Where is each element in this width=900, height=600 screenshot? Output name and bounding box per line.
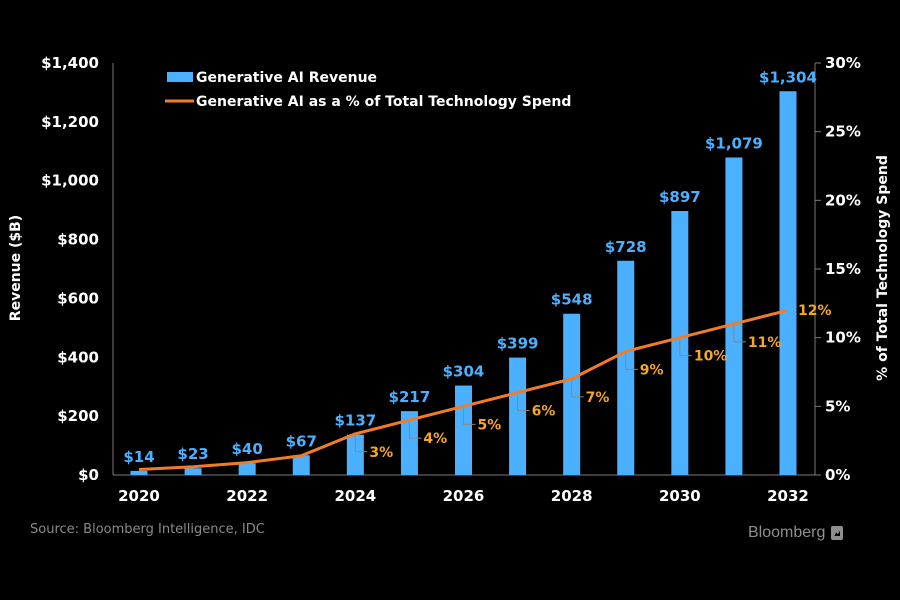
labels: $14 $23 $40 $67 $137 $217 $304 $399 $548 $728 $897…: [123, 68, 831, 466]
pct-point-label: 3%: [369, 445, 393, 461]
x-tick-label: 2032: [767, 487, 809, 505]
x-tick-label: 2026: [443, 487, 485, 505]
y2-tick-label: 15%: [825, 260, 861, 278]
y-tick-label: $600: [57, 289, 99, 307]
y-tick-label: $1,400: [41, 54, 99, 72]
brand-name: Bloomberg: [748, 524, 826, 541]
pct-point-label: 9%: [640, 362, 664, 378]
pct-leader-line: [408, 422, 422, 439]
revenue-bar-label: $67: [286, 432, 317, 450]
revenue-bar: [238, 463, 256, 475]
revenue-bar: [346, 434, 364, 475]
pct-point-label: 6%: [532, 404, 556, 420]
pct-leader-line: [354, 435, 368, 453]
y2-tick-label: 10%: [825, 329, 861, 347]
pct-point-label: 10%: [694, 349, 728, 365]
legend-label-line: Generative AI as a % of Total Technology…: [196, 94, 571, 110]
revenue-bar-label: $23: [177, 445, 208, 463]
pct-leader-line: [571, 380, 584, 398]
y-tick-label: $400: [57, 348, 99, 366]
source-note: Source: Bloomberg Intelligence, IDC: [30, 522, 265, 537]
y2-tick-label: 30%: [825, 54, 861, 72]
x-tick-label: 2030: [659, 487, 701, 505]
bloomberg-chart-icon: [831, 526, 844, 540]
revenue-bar: [184, 468, 202, 475]
pct-leader-line: [517, 394, 530, 412]
pct-leader-line: [463, 408, 476, 425]
legend: Generative AI Revenue Generative AI as a…: [165, 70, 571, 110]
revenue-bar: [725, 157, 743, 476]
revenue-bar: [292, 455, 310, 475]
revenue-bar-label: $217: [389, 388, 431, 406]
legend-label-bar: Generative AI Revenue: [196, 70, 377, 86]
revenue-bar: [130, 470, 148, 475]
revenue-bar-label: $897: [659, 188, 701, 206]
revenue-bar-label: $1,304: [759, 68, 817, 86]
pct-point-label: 11%: [748, 335, 782, 351]
legend-swatch-bar: [167, 72, 193, 82]
y-tick-label: $0: [78, 466, 99, 484]
y-axis-title: Revenue ($B): [8, 215, 24, 321]
x-tick-label: 2028: [551, 487, 593, 505]
revenue-bar-label: $304: [443, 363, 485, 381]
revenue-bar: [455, 385, 472, 475]
revenue-bar: [400, 411, 418, 475]
y-tick-label: $1,000: [41, 172, 99, 190]
revenue-bar-label: $728: [605, 238, 647, 256]
pct-point-label: 5%: [478, 417, 502, 433]
revenue-bar: [509, 357, 527, 475]
y2-tick-label: 25%: [825, 123, 861, 141]
pct-leader-line: [679, 339, 692, 357]
x-tick-label: 2022: [226, 487, 268, 505]
y2-tick-label: 20%: [825, 191, 861, 209]
y2-tick-label: 0%: [825, 466, 850, 484]
revenue-bar: [779, 91, 797, 475]
pct-leader-line: [733, 325, 746, 343]
revenue-bar-label: $548: [551, 291, 593, 309]
pct-leader-line: [625, 353, 638, 370]
revenue-bar-label: $14: [123, 448, 154, 466]
revenue-bar-label: $1,079: [705, 134, 763, 152]
pct-point-label: 4%: [423, 431, 447, 447]
line-layer: [138, 308, 789, 472]
revenue-bar-label: $399: [497, 335, 539, 353]
revenue-bar-label: $40: [232, 440, 263, 458]
y-tick-label: $800: [57, 231, 99, 249]
pct-line: [138, 308, 789, 472]
bloomberg-logo: Bloomberg: [748, 524, 844, 542]
x-tick-label: 2024: [334, 487, 376, 505]
y-tick-label: $200: [57, 407, 99, 425]
axes: $0 $200 $400 $600 $800 $1,000 $1,200 $1,400 0% 5%…: [41, 54, 861, 505]
y2-tick-label: 5%: [825, 397, 850, 415]
revenue-bar-label: $137: [334, 412, 376, 430]
pct-point-label: 12%: [798, 303, 832, 319]
y-tick-label: $1,200: [41, 113, 99, 131]
y2-axis-title: % of Total Technology Spend: [875, 155, 891, 381]
x-tick-label: 2020: [118, 487, 160, 505]
pct-point-label: 7%: [586, 390, 610, 406]
